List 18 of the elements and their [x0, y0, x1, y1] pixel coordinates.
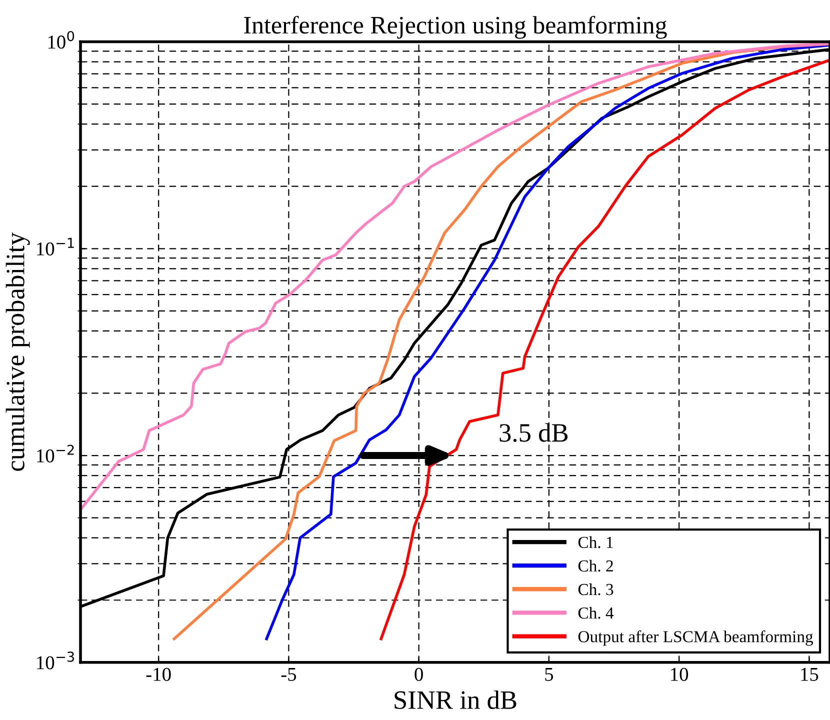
x-tick-label: 15 — [801, 668, 818, 681]
y-tick-label: 10$^{0}$ — [48, 30, 74, 49]
legend-label: Ch. 2 — [578, 560, 613, 572]
legend-label: Ch. 3 — [578, 583, 614, 596]
x-axis-title: SINR in dB — [394, 690, 516, 710]
x-tick-label: 5 — [545, 668, 554, 681]
y-tick-label: 10$^{−2}$ — [37, 444, 74, 462]
legend-label: Ch. 1 — [578, 536, 613, 548]
chart-title: Interference Rejection using beamforming — [244, 16, 667, 39]
y-tick-label: 10$^{−1}$ — [37, 238, 74, 256]
y-axis-title: cumulative probability — [6, 232, 30, 471]
x-tick-label: -5 — [281, 668, 296, 681]
x-tick-label: -10 — [146, 668, 171, 681]
y-tick-label: 10$^{−3}$ — [37, 652, 74, 670]
x-tick-label: 0 — [414, 668, 423, 681]
legend-label: Ch. 4 — [578, 606, 614, 619]
x-tick-label: 10 — [671, 668, 688, 681]
legend-label: Output after LSCMA beamforming — [578, 630, 814, 646]
